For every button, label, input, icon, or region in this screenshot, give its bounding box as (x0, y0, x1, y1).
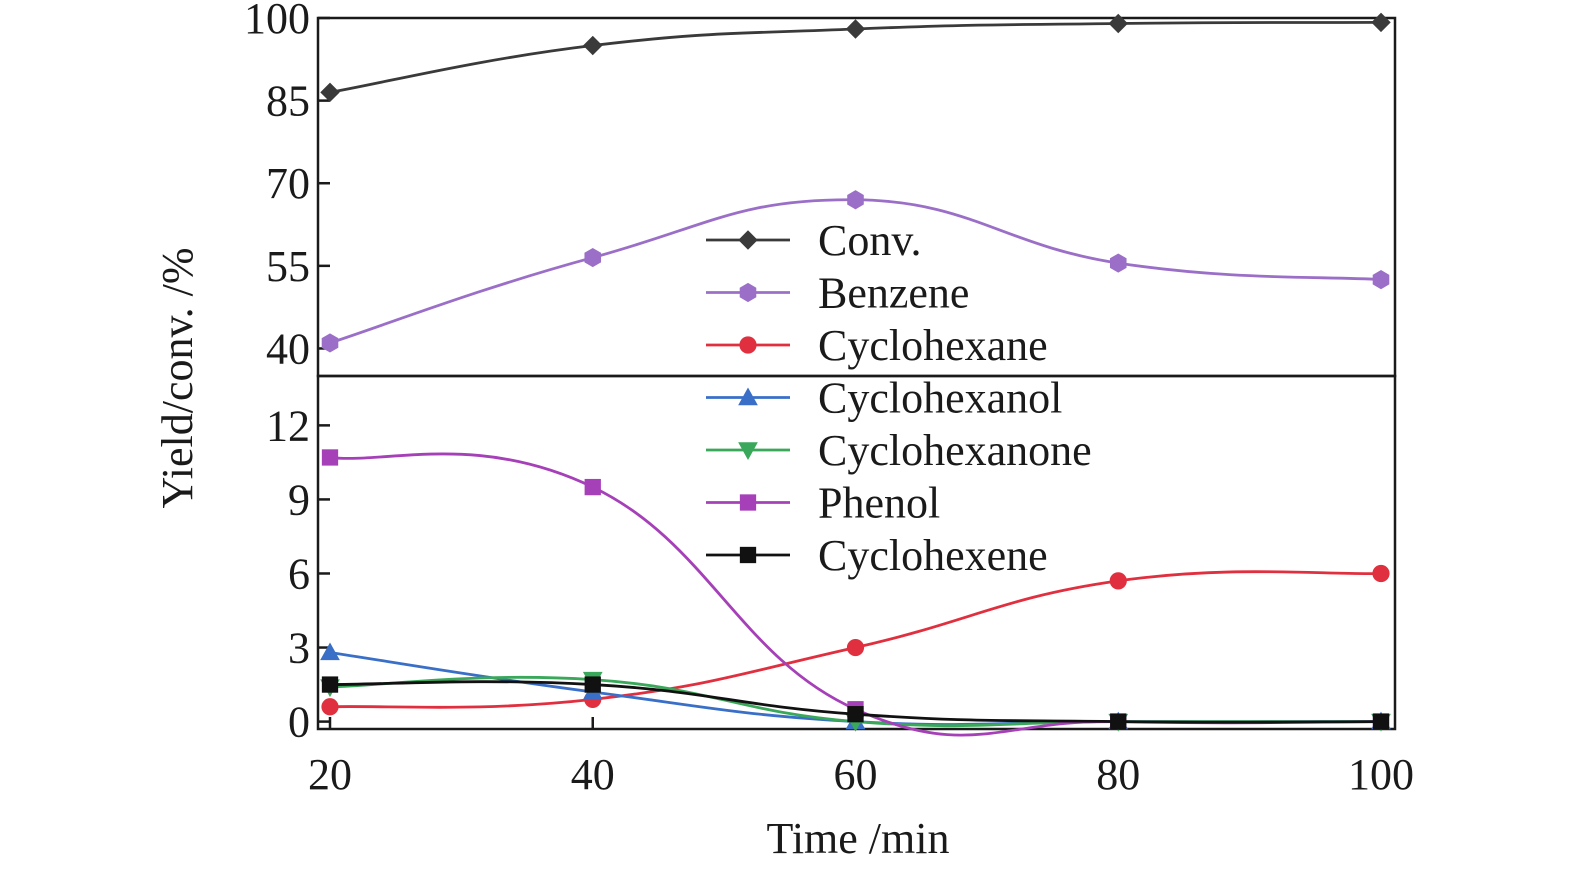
data-point-cyclohexane (1109, 572, 1127, 590)
series-layer (320, 12, 1391, 737)
x-tick-label: 80 (1096, 750, 1140, 799)
y-tick-label: 55 (266, 242, 310, 291)
data-point-cyclohexene (584, 676, 601, 693)
legend-label: Cyclohexene (818, 531, 1048, 580)
legend-swatch-marker (739, 546, 757, 564)
data-point-cyclohexene (847, 706, 864, 723)
y-tick-label: 9 (288, 475, 310, 524)
y-tick-label: 12 (266, 401, 310, 450)
y-tick-label: 0 (288, 698, 310, 747)
data-point-conv (1371, 12, 1391, 33)
series-conv (320, 12, 1391, 103)
legend-label: Benzene (818, 269, 969, 318)
y-tick-label: 3 (288, 624, 310, 673)
data-point-benzene (321, 333, 339, 353)
legend-swatch-marker (739, 282, 757, 303)
legend-swatch-marker (738, 230, 758, 250)
series-benzene (321, 190, 1390, 353)
legend-label: Conv. (818, 216, 922, 265)
data-point-cyclohexane (846, 638, 865, 657)
data-point-cyclohexene (321, 676, 339, 693)
data-point-benzene (1372, 270, 1390, 290)
data-point-cyclohexene (1110, 713, 1127, 730)
y-tick-label: 6 (288, 549, 310, 598)
x-tick-label: 20 (308, 750, 352, 799)
legend-label: Phenol (818, 479, 940, 528)
axis-ticks: 40 55 70 85 100 0 3 6 9 12 20 40 60 80 100 (244, 0, 1414, 799)
data-point-benzene (1109, 253, 1127, 273)
y-tick-label: 100 (244, 0, 310, 43)
data-point-conv (583, 35, 603, 56)
data-point-phenol (584, 478, 601, 496)
data-point-benzene (847, 190, 864, 210)
legend-label: Cyclohexanone (818, 426, 1092, 475)
data-point-conv (1108, 13, 1128, 34)
legend-item-phenol: Phenol (706, 479, 940, 528)
x-tick-label: 60 (834, 750, 878, 799)
data-point-cyclohexene (1372, 713, 1390, 730)
data-point-cyclohexane (1372, 564, 1390, 583)
legend: Conv.BenzeneCyclohexaneCyclohexanolCyclo… (706, 216, 1092, 580)
y-axis-title: Yield/conv. /% (153, 247, 202, 508)
legend-item-cyclohexene: Cyclohexene (706, 531, 1048, 580)
data-point-cyclohexane (321, 698, 339, 716)
y-tick-label: 70 (266, 159, 310, 208)
legend-item-cyclohexanol: Cyclohexanol (706, 374, 1062, 423)
legend-item-cyclohexane: Cyclohexane (706, 321, 1048, 370)
y-tick-label: 40 (266, 324, 310, 373)
series-cyclohexane (321, 564, 1390, 716)
data-point-conv (845, 19, 866, 39)
data-point-benzene (584, 248, 602, 268)
legend-swatch-marker (739, 336, 757, 354)
x-tick-label: 40 (571, 750, 615, 799)
data-point-conv (320, 82, 340, 103)
legend-item-benzene: Benzene (706, 269, 969, 318)
data-point-phenol (321, 449, 339, 466)
legend-item-conv: Conv. (706, 216, 922, 265)
legend-swatch-marker (739, 494, 757, 511)
legend-swatch-marker (738, 442, 758, 461)
legend-swatch-marker (738, 387, 758, 406)
x-axis-title: Time /min (767, 814, 950, 863)
legend-label: Cyclohexane (818, 321, 1048, 370)
y-tick-label: 85 (266, 77, 310, 126)
legend-item-cyclohexanone: Cyclohexanone (706, 426, 1092, 475)
data-point-cyclohexanol (320, 642, 340, 661)
x-tick-label: 100 (1348, 750, 1414, 799)
legend-label: Cyclohexanol (818, 374, 1062, 423)
series-cyclohexene (321, 676, 1390, 730)
